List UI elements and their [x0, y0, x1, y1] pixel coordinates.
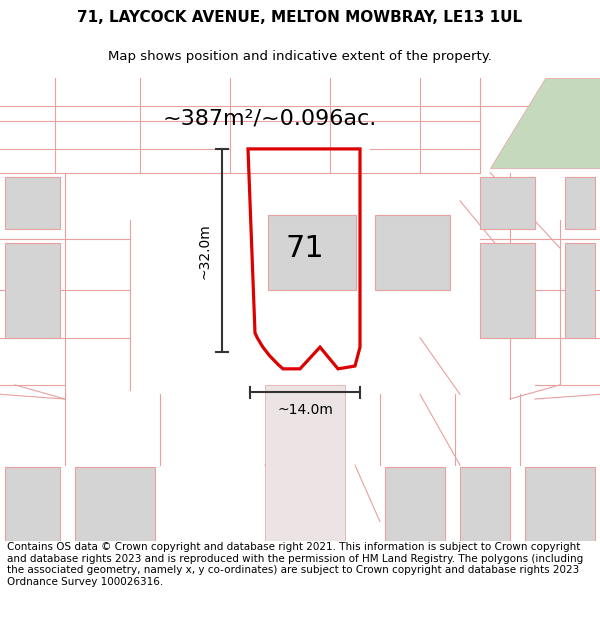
Text: 71, LAYCOCK AVENUE, MELTON MOWBRAY, LE13 1UL: 71, LAYCOCK AVENUE, MELTON MOWBRAY, LE13… [77, 9, 523, 24]
Text: ~32.0m: ~32.0m [197, 223, 211, 279]
Bar [460, 467, 510, 541]
Bar [268, 215, 356, 291]
Polygon shape [490, 78, 600, 168]
Text: Map shows position and indicative extent of the property.: Map shows position and indicative extent… [108, 50, 492, 62]
Bar [5, 177, 60, 229]
Bar [565, 177, 595, 229]
Bar [5, 467, 60, 541]
Text: Contains OS data © Crown copyright and database right 2021. This information is : Contains OS data © Crown copyright and d… [7, 542, 583, 587]
Bar [5, 243, 60, 338]
Bar [480, 177, 535, 229]
Bar [75, 467, 155, 541]
Text: ~387m²/~0.096ac.: ~387m²/~0.096ac. [163, 109, 377, 129]
Bar [265, 385, 345, 541]
Bar [375, 215, 450, 291]
Bar [480, 243, 535, 338]
Text: 71: 71 [286, 234, 325, 262]
Bar [385, 467, 445, 541]
Text: ~14.0m: ~14.0m [277, 403, 333, 418]
Bar [525, 467, 595, 541]
Bar [565, 243, 595, 338]
